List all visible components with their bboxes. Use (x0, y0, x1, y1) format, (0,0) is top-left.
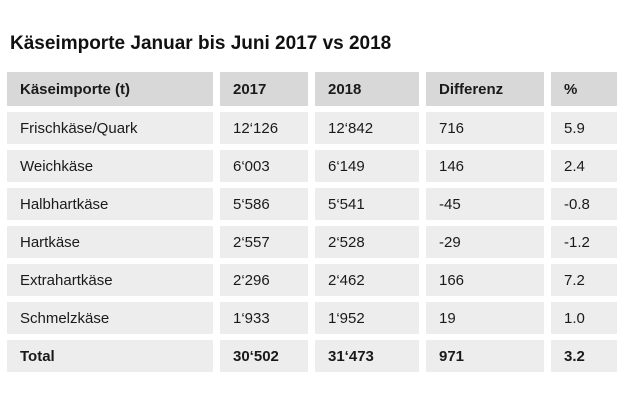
column-header-differenz: Differenz (426, 72, 544, 106)
table-cell: 7.2 (551, 264, 617, 296)
table-cell: -45 (426, 188, 544, 220)
table-cell: 5‘586 (220, 188, 308, 220)
table-cell: Halbhartkäse (7, 188, 213, 220)
table-cell-total: 3.2 (551, 340, 617, 372)
table-cell: 2‘528 (315, 226, 419, 258)
table-cell: -1.2 (551, 226, 617, 258)
table-cell: 5.9 (551, 112, 617, 144)
table-cell: 1‘952 (315, 302, 419, 334)
table-cell: 1‘933 (220, 302, 308, 334)
table-cell: 146 (426, 150, 544, 182)
table-cell: 1.0 (551, 302, 617, 334)
table-cell: 2‘296 (220, 264, 308, 296)
cheese-import-table: Käseimporte (t) 2017 2018 Differenz % Fr… (7, 72, 617, 372)
column-header-2017: 2017 (220, 72, 308, 106)
table-cell: 2‘462 (315, 264, 419, 296)
table-cell: 716 (426, 112, 544, 144)
table-cell: 5‘541 (315, 188, 419, 220)
table-cell: 12‘842 (315, 112, 419, 144)
table-cell: Frischkäse/Quark (7, 112, 213, 144)
column-header-percent: % (551, 72, 617, 106)
table-cell: 6‘003 (220, 150, 308, 182)
table-cell: -0.8 (551, 188, 617, 220)
table-cell: 6‘149 (315, 150, 419, 182)
table-cell-total: 30‘502 (220, 340, 308, 372)
table-cell: Schmelzkäse (7, 302, 213, 334)
table-cell: Weichkäse (7, 150, 213, 182)
column-header-category: Käseimporte (t) (7, 72, 213, 106)
table-cell: 12‘126 (220, 112, 308, 144)
table-cell-total: Total (7, 340, 213, 372)
table-cell: 2.4 (551, 150, 617, 182)
table-cell: -29 (426, 226, 544, 258)
table-cell: Extrahartkäse (7, 264, 213, 296)
page-title: Käseimporte Januar bis Juni 2017 vs 2018 (10, 33, 392, 54)
column-header-2018: 2018 (315, 72, 419, 106)
table-cell: 2‘557 (220, 226, 308, 258)
table-cell: Hartkäse (7, 226, 213, 258)
table-cell: 19 (426, 302, 544, 334)
table-cell-total: 971 (426, 340, 544, 372)
table-cell-total: 31‘473 (315, 340, 419, 372)
table-cell: 166 (426, 264, 544, 296)
